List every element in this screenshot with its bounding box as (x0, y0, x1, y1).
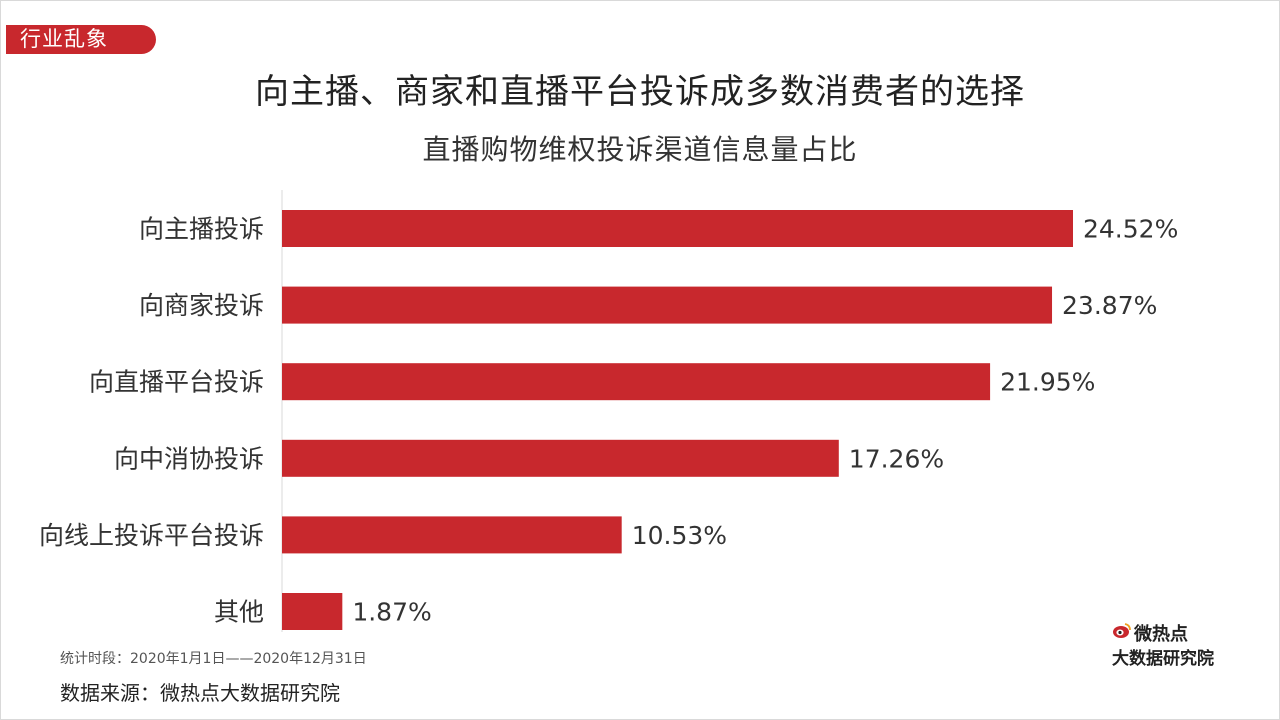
value-label: 24.52% (1083, 215, 1178, 244)
category-label: 其他 (214, 598, 264, 627)
logo-line1: 微热点 (1134, 624, 1188, 645)
bar (282, 593, 343, 630)
data-source: 数据来源：微热点大数据研究院 (60, 681, 340, 705)
value-label: 17.26% (849, 444, 944, 473)
bar (282, 363, 991, 401)
category-label: 向中消协投诉 (114, 444, 264, 473)
bar (282, 516, 622, 554)
weibo-eye-icon (1113, 623, 1131, 638)
page-title: 向主播、商家和直播平台投诉成多数消费者的选择 (255, 72, 1025, 112)
statistics-period: 统计时段：2020年1月1日——2020年12月31日 (60, 651, 367, 667)
category-label: 向线上投诉平台投诉 (39, 521, 264, 550)
bar (282, 210, 1073, 247)
value-label: 21.95% (1000, 368, 1095, 397)
value-label: 1.87% (352, 598, 431, 627)
bar (282, 286, 1053, 324)
section-tag: 行业乱象 (6, 25, 156, 54)
brand-logo: 微热点 大数据研究院 (1112, 620, 1242, 669)
value-label: 23.87% (1062, 291, 1157, 320)
chart-subtitle: 直播购物维权投诉渠道信息量占比 (422, 133, 858, 166)
bar (282, 439, 839, 477)
category-label: 向商家投诉 (139, 291, 264, 320)
category-label: 向直播平台投诉 (89, 368, 264, 397)
logo-line2: 大数据研究院 (1112, 649, 1214, 669)
category-label: 向主播投诉 (139, 215, 264, 244)
value-label: 10.53% (632, 521, 727, 550)
